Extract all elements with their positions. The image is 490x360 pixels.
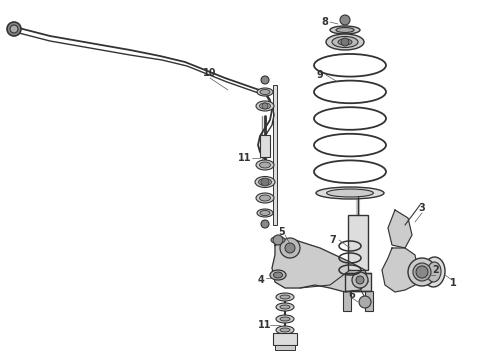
Circle shape bbox=[7, 22, 21, 36]
Ellipse shape bbox=[259, 179, 271, 185]
Polygon shape bbox=[388, 210, 412, 248]
Circle shape bbox=[262, 103, 268, 109]
Ellipse shape bbox=[273, 272, 283, 278]
Text: 3: 3 bbox=[418, 203, 425, 213]
Ellipse shape bbox=[276, 303, 294, 311]
Ellipse shape bbox=[336, 27, 354, 32]
Ellipse shape bbox=[260, 211, 270, 216]
Bar bbox=[273, 333, 297, 345]
Ellipse shape bbox=[257, 88, 273, 96]
Ellipse shape bbox=[330, 26, 360, 34]
Text: 7: 7 bbox=[330, 235, 336, 245]
Ellipse shape bbox=[276, 315, 294, 323]
Ellipse shape bbox=[280, 305, 290, 309]
Circle shape bbox=[285, 243, 295, 253]
Bar bbox=[345, 273, 371, 291]
Ellipse shape bbox=[326, 34, 364, 50]
Ellipse shape bbox=[255, 176, 275, 188]
Ellipse shape bbox=[413, 263, 431, 281]
Circle shape bbox=[352, 272, 368, 288]
Ellipse shape bbox=[423, 257, 445, 287]
Bar bbox=[260, 135, 270, 157]
Ellipse shape bbox=[280, 328, 290, 332]
Ellipse shape bbox=[338, 39, 352, 45]
Ellipse shape bbox=[256, 193, 274, 203]
Circle shape bbox=[359, 296, 371, 308]
Text: 8: 8 bbox=[321, 17, 328, 27]
Text: 4: 4 bbox=[258, 275, 265, 285]
Ellipse shape bbox=[327, 189, 373, 197]
Bar bbox=[343, 291, 351, 311]
Circle shape bbox=[341, 38, 349, 46]
Ellipse shape bbox=[260, 162, 270, 168]
Bar bbox=[365, 291, 373, 311]
Ellipse shape bbox=[257, 209, 273, 217]
Text: 2: 2 bbox=[433, 265, 440, 275]
Circle shape bbox=[261, 220, 269, 228]
Polygon shape bbox=[382, 248, 418, 292]
Ellipse shape bbox=[316, 187, 384, 199]
Circle shape bbox=[10, 25, 18, 33]
Ellipse shape bbox=[260, 90, 270, 95]
Ellipse shape bbox=[276, 293, 294, 301]
Bar bbox=[275, 345, 295, 350]
Circle shape bbox=[261, 178, 269, 186]
Ellipse shape bbox=[270, 270, 286, 280]
Ellipse shape bbox=[256, 160, 274, 170]
Text: 5: 5 bbox=[279, 227, 285, 237]
Text: 10: 10 bbox=[203, 68, 217, 78]
Text: 11: 11 bbox=[238, 153, 252, 163]
Circle shape bbox=[356, 276, 364, 284]
Ellipse shape bbox=[332, 36, 358, 48]
Ellipse shape bbox=[256, 101, 274, 111]
Ellipse shape bbox=[271, 237, 285, 243]
Circle shape bbox=[416, 266, 428, 278]
Ellipse shape bbox=[408, 258, 436, 286]
Ellipse shape bbox=[280, 317, 290, 321]
Bar bbox=[348, 215, 368, 270]
Text: 1: 1 bbox=[450, 278, 456, 288]
Text: 9: 9 bbox=[317, 70, 323, 80]
Ellipse shape bbox=[427, 262, 441, 282]
Ellipse shape bbox=[260, 103, 270, 109]
Text: 6: 6 bbox=[348, 290, 355, 300]
Circle shape bbox=[280, 238, 300, 258]
Ellipse shape bbox=[280, 295, 290, 299]
Circle shape bbox=[261, 76, 269, 84]
Circle shape bbox=[340, 15, 350, 25]
Polygon shape bbox=[272, 240, 368, 292]
Bar bbox=[273, 85, 277, 225]
Ellipse shape bbox=[276, 326, 294, 334]
Circle shape bbox=[273, 235, 283, 245]
Text: 11: 11 bbox=[258, 320, 272, 330]
Ellipse shape bbox=[260, 195, 270, 201]
